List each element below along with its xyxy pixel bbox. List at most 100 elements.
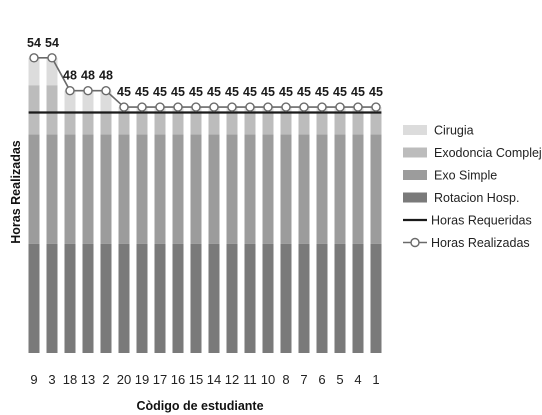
- x-tick-label-12: 12: [225, 372, 239, 387]
- data-label-10: 45: [261, 85, 275, 99]
- x-tick-label-16: 16: [171, 372, 185, 387]
- bar-exo-simple-5: [334, 134, 346, 244]
- point-horas-realizadas-8: [281, 102, 291, 112]
- bar-exodoncia-compleja-19: [136, 112, 148, 135]
- point-horas-realizadas-2: [101, 85, 111, 96]
- point-horas-realizadas-13: [83, 85, 93, 96]
- x-tick-label-13: 13: [81, 372, 95, 387]
- legend-item-horas-realizadas: Horas Realizadas: [403, 236, 530, 250]
- bar-exo-simple-11: [244, 134, 256, 244]
- legend-swatch-horas-realizadas: [403, 237, 427, 248]
- bar-rotacion-hosp-5: [334, 243, 346, 353]
- data-label-5: 45: [333, 85, 347, 99]
- bar-exo-simple-14: [208, 134, 220, 244]
- bar-exodoncia-compleja-6: [316, 112, 328, 135]
- legend-label-horas-requeridas: Horas Requeridas: [431, 214, 532, 228]
- x-tick-label-5: 5: [336, 372, 343, 387]
- legend-label-horas-realizadas: Horas Realizadas: [431, 236, 530, 250]
- x-tick-label-18: 18: [63, 372, 77, 387]
- legend-swatch-rotacion-hosp: [403, 192, 427, 203]
- bar-exo-simple-15: [190, 134, 202, 244]
- bar-exo-simple-18: [64, 134, 76, 244]
- x-tick-label-9: 9: [30, 372, 37, 387]
- legend-label-rotacion-hosp: Rotacion Hosp.: [434, 191, 519, 205]
- bar-exodoncia-compleja-7: [298, 112, 310, 135]
- data-label-15: 45: [189, 85, 203, 99]
- legend-item-cirugia: Cirugia: [403, 124, 474, 138]
- bar-exodoncia-compleja-20: [118, 112, 130, 135]
- data-label-9: 54: [27, 36, 41, 50]
- bar-cirugia-9: [28, 57, 40, 86]
- data-label-16: 45: [171, 85, 185, 99]
- bar-rotacion-hosp-12: [226, 243, 238, 353]
- data-label-4: 45: [351, 85, 365, 99]
- bar-rotacion-hosp-11: [244, 243, 256, 353]
- legend-swatch-cirugia: [403, 125, 427, 135]
- data-label-2: 48: [99, 69, 113, 83]
- data-labels-layer: 54 54 48 48 48 45 45 45 45 45 45 45 45 45 45 45 45 45 45 45: [27, 36, 383, 99]
- bar-exo-simple-12: [226, 134, 238, 244]
- data-label-3: 54: [45, 36, 59, 50]
- bar-exodoncia-compleja-14: [208, 112, 220, 135]
- x-tick-label-20: 20: [117, 372, 131, 387]
- bars-layer: [28, 57, 382, 353]
- bar-rotacion-hosp-4: [352, 243, 364, 353]
- point-horas-realizadas-10: [263, 102, 273, 112]
- x-tick-label-3: 3: [48, 372, 55, 387]
- bar-exo-simple-1: [370, 134, 382, 244]
- data-label-13: 48: [81, 69, 95, 83]
- point-horas-realizadas-11: [245, 102, 255, 112]
- legend-label-cirugia: Cirugia: [434, 124, 474, 138]
- point-horas-realizadas-1: [371, 102, 381, 112]
- bar-rotacion-hosp-10: [262, 243, 274, 353]
- bar-exodoncia-compleja-9: [28, 85, 40, 135]
- x-tick-label-7: 7: [300, 372, 307, 387]
- legend: Cirugia Exodoncia Compleja Exo Simple Rotac…: [403, 124, 542, 250]
- x-axis-title: Còdigo de estudiante: [136, 399, 263, 413]
- bar-exodoncia-compleja-5: [334, 112, 346, 135]
- bar-rotacion-hosp-18: [64, 243, 76, 353]
- x-tick-label-17: 17: [153, 372, 167, 387]
- bar-exodoncia-compleja-3: [46, 85, 58, 135]
- bar-exodoncia-compleja-16: [172, 112, 184, 135]
- bar-exodoncia-compleja-10: [262, 112, 274, 135]
- bar-exo-simple-10: [262, 134, 274, 244]
- data-label-1: 45: [369, 85, 383, 99]
- bar-exodoncia-compleja-13: [82, 112, 94, 135]
- legend-swatch-exodoncia-compleja: [403, 147, 427, 158]
- bar-exo-simple-19: [136, 134, 148, 244]
- point-horas-realizadas-14: [209, 102, 219, 112]
- bar-exodoncia-compleja-1: [370, 112, 382, 135]
- bar-cirugia-18: [64, 90, 76, 113]
- y-axis-title: Horas Realizadas: [9, 140, 23, 244]
- bar-rotacion-hosp-19: [136, 243, 148, 353]
- point-horas-realizadas-6: [317, 102, 327, 112]
- point-horas-realizadas-12: [227, 102, 237, 112]
- bar-cirugia-2: [100, 90, 112, 113]
- bar-exodoncia-compleja-18: [64, 112, 76, 135]
- bar-exo-simple-8: [280, 134, 292, 244]
- bar-rotacion-hosp-15: [190, 243, 202, 353]
- data-label-11: 45: [243, 85, 257, 99]
- point-horas-realizadas-9: [29, 53, 39, 63]
- legend-item-horas-requeridas: Horas Requeridas: [403, 214, 532, 228]
- bar-rotacion-hosp-8: [280, 243, 292, 353]
- data-label-18: 48: [63, 69, 77, 83]
- bar-exo-simple-13: [82, 134, 94, 244]
- data-label-6: 45: [315, 85, 329, 99]
- bar-exo-simple-7: [298, 134, 310, 244]
- bar-rotacion-hosp-1: [370, 243, 382, 353]
- bar-exodoncia-compleja-11: [244, 112, 256, 135]
- point-horas-realizadas-3: [47, 53, 57, 63]
- bar-exo-simple-20: [118, 134, 130, 244]
- point-horas-realizadas-7: [299, 102, 309, 112]
- x-tick-label-4: 4: [354, 372, 361, 387]
- bar-rotacion-hosp-13: [82, 243, 94, 353]
- data-label-19: 45: [135, 85, 149, 99]
- bar-exodoncia-compleja-12: [226, 112, 238, 135]
- bar-rotacion-hosp-7: [298, 243, 310, 353]
- bar-exo-simple-9: [28, 134, 40, 244]
- bar-exo-simple-3: [46, 134, 58, 244]
- data-label-17: 45: [153, 85, 167, 99]
